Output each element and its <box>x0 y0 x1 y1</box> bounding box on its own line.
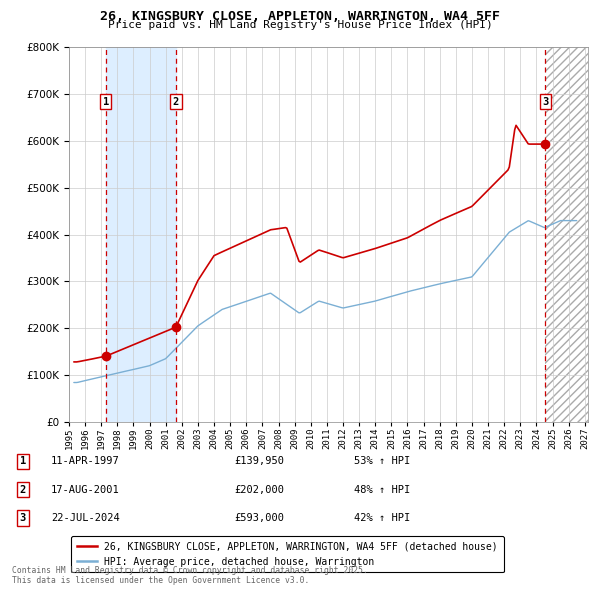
Text: £139,950: £139,950 <box>234 457 284 466</box>
Text: 1: 1 <box>103 97 109 107</box>
Legend: 26, KINGSBURY CLOSE, APPLETON, WARRINGTON, WA4 5FF (detached house), HPI: Averag: 26, KINGSBURY CLOSE, APPLETON, WARRINGTO… <box>71 536 504 572</box>
Text: 42% ↑ HPI: 42% ↑ HPI <box>354 513 410 523</box>
Text: £593,000: £593,000 <box>234 513 284 523</box>
Text: 53% ↑ HPI: 53% ↑ HPI <box>354 457 410 466</box>
Text: 22-JUL-2024: 22-JUL-2024 <box>51 513 120 523</box>
Text: 11-APR-1997: 11-APR-1997 <box>51 457 120 466</box>
Text: 26, KINGSBURY CLOSE, APPLETON, WARRINGTON, WA4 5FF: 26, KINGSBURY CLOSE, APPLETON, WARRINGTO… <box>100 10 500 23</box>
Text: Contains HM Land Registry data © Crown copyright and database right 2025.
This d: Contains HM Land Registry data © Crown c… <box>12 566 368 585</box>
Bar <box>545 9 588 422</box>
Text: 2: 2 <box>173 97 179 107</box>
Text: 48% ↑ HPI: 48% ↑ HPI <box>354 485 410 494</box>
Bar <box>106 47 176 422</box>
Text: Price paid vs. HM Land Registry's House Price Index (HPI): Price paid vs. HM Land Registry's House … <box>107 20 493 30</box>
Text: 3: 3 <box>542 97 548 107</box>
Text: £202,000: £202,000 <box>234 485 284 494</box>
Text: 17-AUG-2001: 17-AUG-2001 <box>51 485 120 494</box>
Text: 3: 3 <box>20 513 26 523</box>
Text: 2: 2 <box>20 485 26 494</box>
Text: 1: 1 <box>20 457 26 466</box>
